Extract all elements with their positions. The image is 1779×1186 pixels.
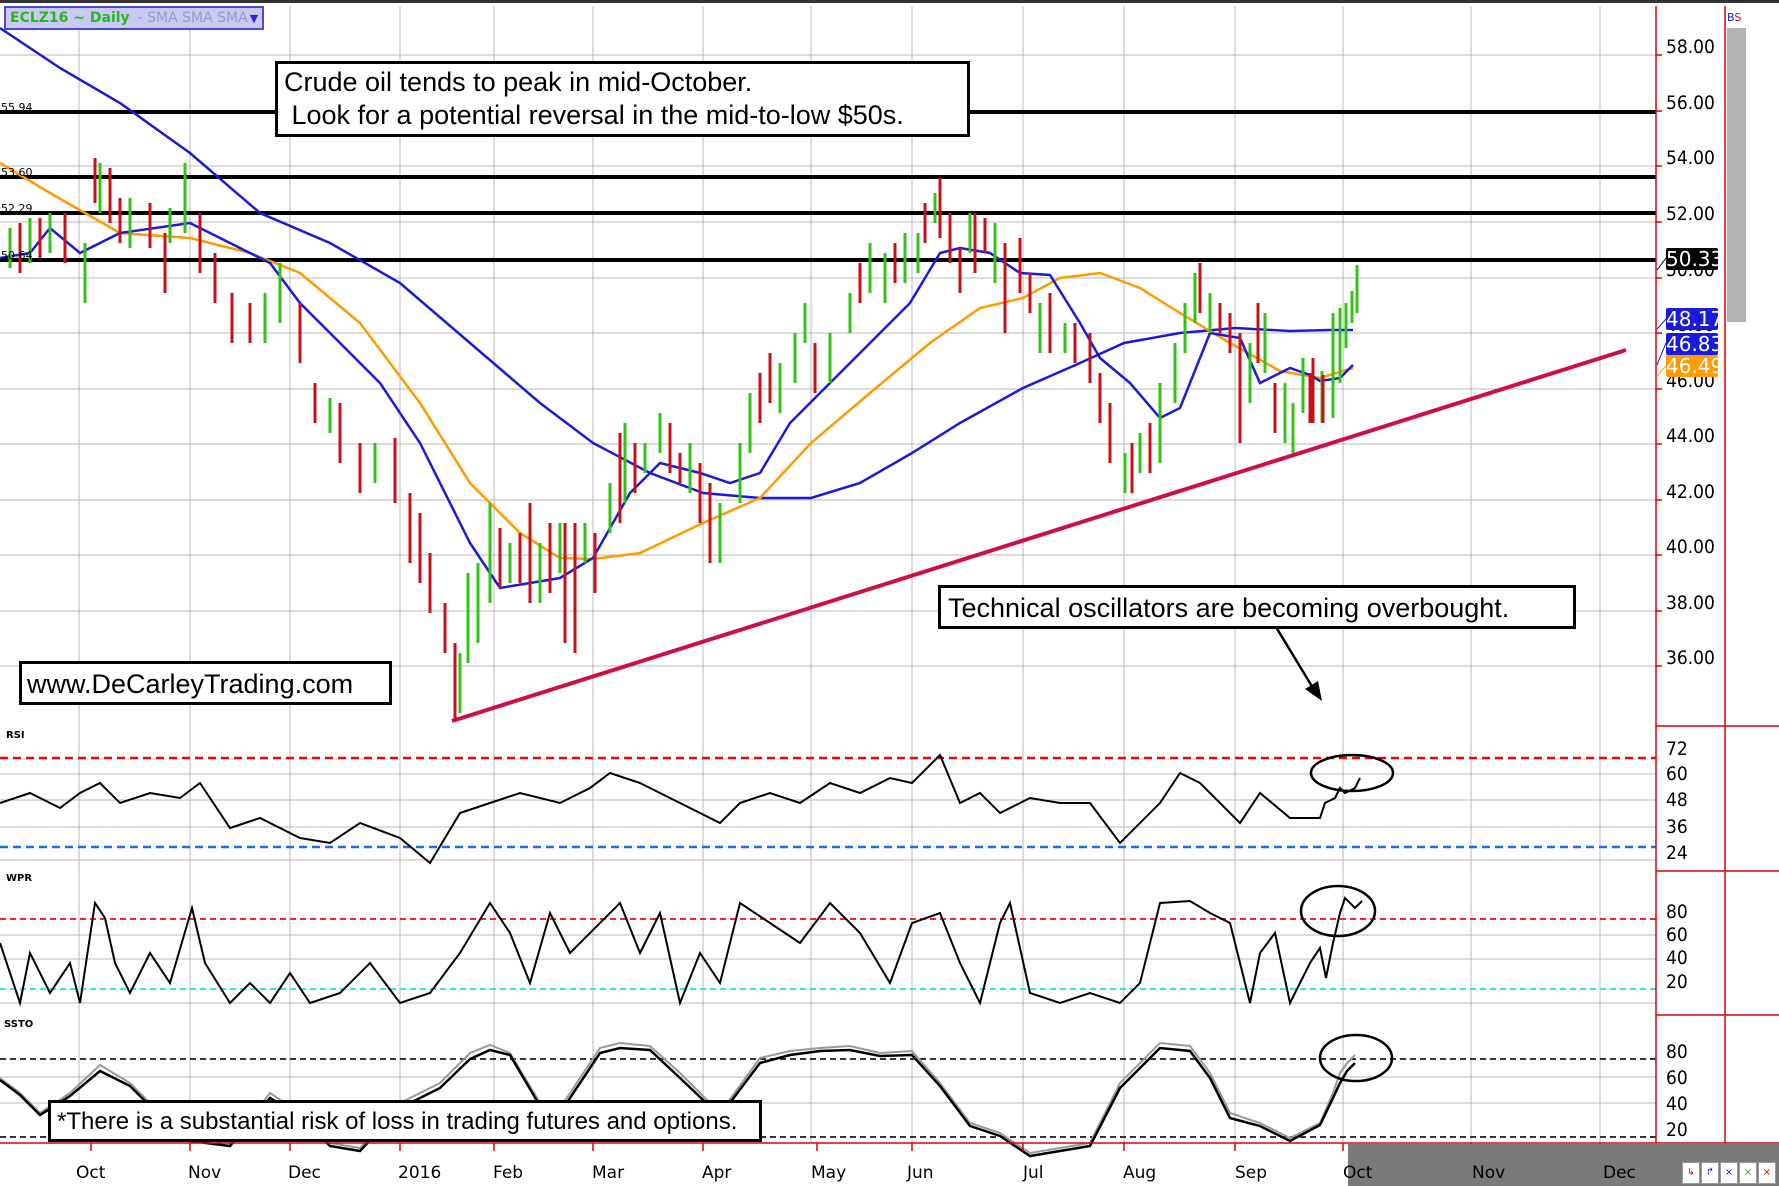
rsi-tick: 36 [1666,816,1688,838]
month-label: Dec [288,1163,321,1183]
rsi-label: RSI [6,730,25,741]
price-tick: 54.00 [1666,147,1715,169]
chart-title-dropdown[interactable]: ECLZ16 ~ Daily - SMA SMA SMA ▼ [4,6,265,30]
seasonal-annotation-line2: Look for a potential reversal in the mid… [284,100,904,130]
arrow-down-icon [1305,681,1322,701]
month-label: Oct [1343,1163,1373,1183]
website-annotation: www.DeCarleyTrading.com [19,661,392,705]
vertical-gridlines [78,6,1601,1143]
month-label: 2016 [398,1163,442,1183]
sma-mid-line [0,161,1354,561]
last-price-badge: 50.33 [1666,247,1724,271]
overbought-circles [1299,753,1395,1083]
ssto-tick: 80 [1666,1041,1688,1063]
wpr-tick: 20 [1666,971,1688,993]
sma-fast-line [0,221,1354,590]
price-tick: 40.00 [1666,536,1715,558]
ssto-tick: 40 [1666,1093,1688,1115]
wpr-tick: 80 [1666,901,1688,923]
symbol-label: ECLZ16 ~ Daily [10,10,130,26]
price-tick: 58.00 [1666,36,1715,58]
bs-toggle[interactable]: BS [1727,11,1741,24]
sma-mid-badge: 46.49 [1666,354,1724,378]
month-label: Apr [702,1163,732,1183]
price-tick: 56.00 [1666,92,1715,114]
price-tick: 52.00 [1666,203,1715,225]
oscillators-annotation: Technical oscillators are becoming overb… [938,585,1576,629]
wpr-label: WPR [6,873,33,884]
ssto-tick: 60 [1666,1067,1688,1089]
sma-slow-badge: 48.17 [1666,307,1724,331]
disclaimer-annotation: *There is a substantial risk of loss in … [48,1100,762,1142]
month-label: Oct [76,1163,106,1183]
rsi-tick: 72 [1666,738,1688,760]
bs-s: S [1734,11,1742,24]
month-label: Nov [1472,1163,1506,1183]
month-label: Mar [592,1163,625,1183]
month-label: Nov [188,1163,222,1183]
price-tick: 36.00 [1666,647,1715,669]
zoom-red-button[interactable]: × [1758,1162,1776,1184]
axis-borders [0,6,1779,1144]
wpr-tick: 60 [1666,924,1688,946]
bs-b: B [1727,11,1735,24]
price-tick: 44.00 [1666,425,1715,447]
rsi-tick: 48 [1666,789,1688,811]
month-label: Aug [1123,1163,1157,1183]
month-label: May [811,1163,847,1183]
level-label-52-29: 52.29 [1,202,33,215]
seasonal-annotation: Crude oil tends to peak in mid-October. … [275,61,970,137]
rsi-tick: 60 [1666,763,1688,785]
indicator-list: - SMA SMA SMA [137,10,248,26]
ssto-tick: 20 [1666,1119,1688,1141]
jump-end-button[interactable]: ↱ [1701,1162,1719,1184]
month-label: Sep [1235,1163,1268,1183]
month-label: Dec [1603,1163,1636,1183]
month-label: Jun [907,1163,934,1183]
level-label-55-94: 55.94 [1,101,33,114]
triangle-down-icon[interactable]: ▼ [249,11,259,25]
zoom-green-button[interactable]: × [1739,1162,1757,1184]
wpr-line [0,896,1363,1007]
rsi-tick: 24 [1666,842,1688,864]
seasonal-annotation-line1: Crude oil tends to peak in mid-October. [284,67,753,97]
level-label-50-64: 50.64 [1,249,33,262]
rsi-line [0,753,1361,865]
price-tick: 38.00 [1666,592,1715,614]
price-tick: 42.00 [1666,481,1715,503]
month-label: Jul [1023,1163,1044,1183]
month-label: Feb [493,1163,524,1183]
support-trendline [451,348,1627,723]
sma-fast-badge: 46.83 [1666,332,1724,356]
level-label-53-60: 53.60 [1,166,33,179]
ssto-label: SSTO [4,1019,34,1030]
zoom-blue-button[interactable]: × [1720,1162,1738,1184]
jump-start-button[interactable]: ↳ [1682,1162,1700,1184]
ohlc-bars [8,158,1359,721]
wpr-tick: 40 [1666,947,1688,969]
vertical-scrollbar [1727,28,1746,322]
